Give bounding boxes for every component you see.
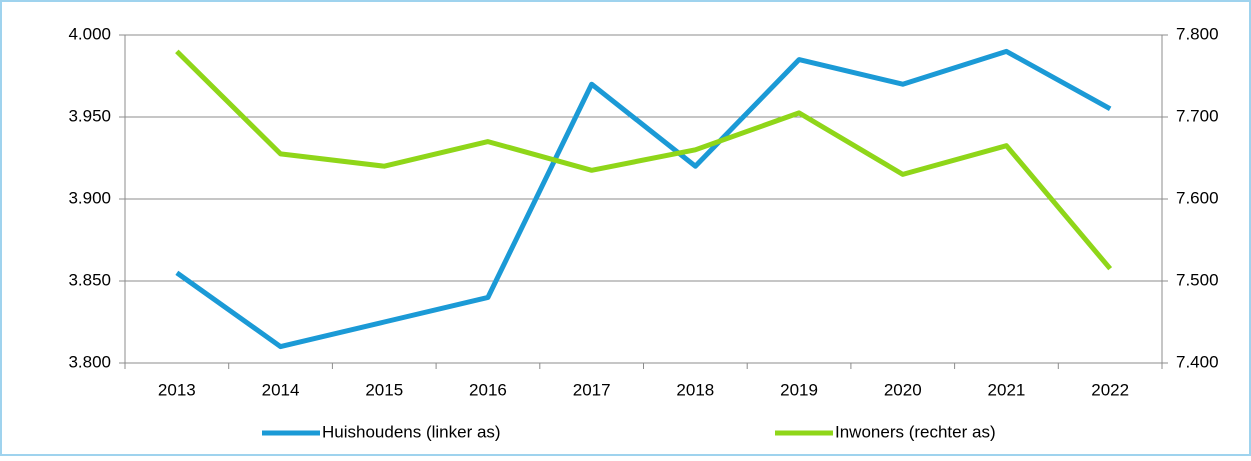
y-tick-label: 3.900 [68,188,111,207]
legend-label: Huishoudens (linker as) [322,422,501,441]
series-line [175,48,1112,350]
y2-tick-label: 7.400 [1176,352,1219,371]
x-tick-label: 2014 [262,380,300,399]
y2-tick-label: 7.800 [1176,24,1219,43]
x-tick-label: 2022 [1091,380,1129,399]
x-tick-label: 2016 [469,380,507,399]
y-tick-label: 3.800 [68,352,111,371]
x-tick-label: 2017 [573,380,611,399]
x-tick-label: 2020 [884,380,922,399]
x-tick-label: 2018 [676,380,714,399]
y2-tick-label: 7.700 [1176,106,1219,125]
legend-label: Inwoners (rechter as) [835,422,996,441]
y-tick-label: 4.000 [68,24,111,43]
y-tick-label: 3.850 [68,270,111,289]
y-tick-label: 3.950 [68,106,111,125]
x-tick-label: 2019 [780,380,818,399]
x-tick-label: 2015 [365,380,403,399]
x-tick-label: 2013 [158,380,196,399]
y2-tick-label: 7.500 [1176,270,1219,289]
y2-tick-label: 7.600 [1176,188,1219,207]
series-line [175,49,1113,271]
x-tick-label: 2021 [988,380,1026,399]
